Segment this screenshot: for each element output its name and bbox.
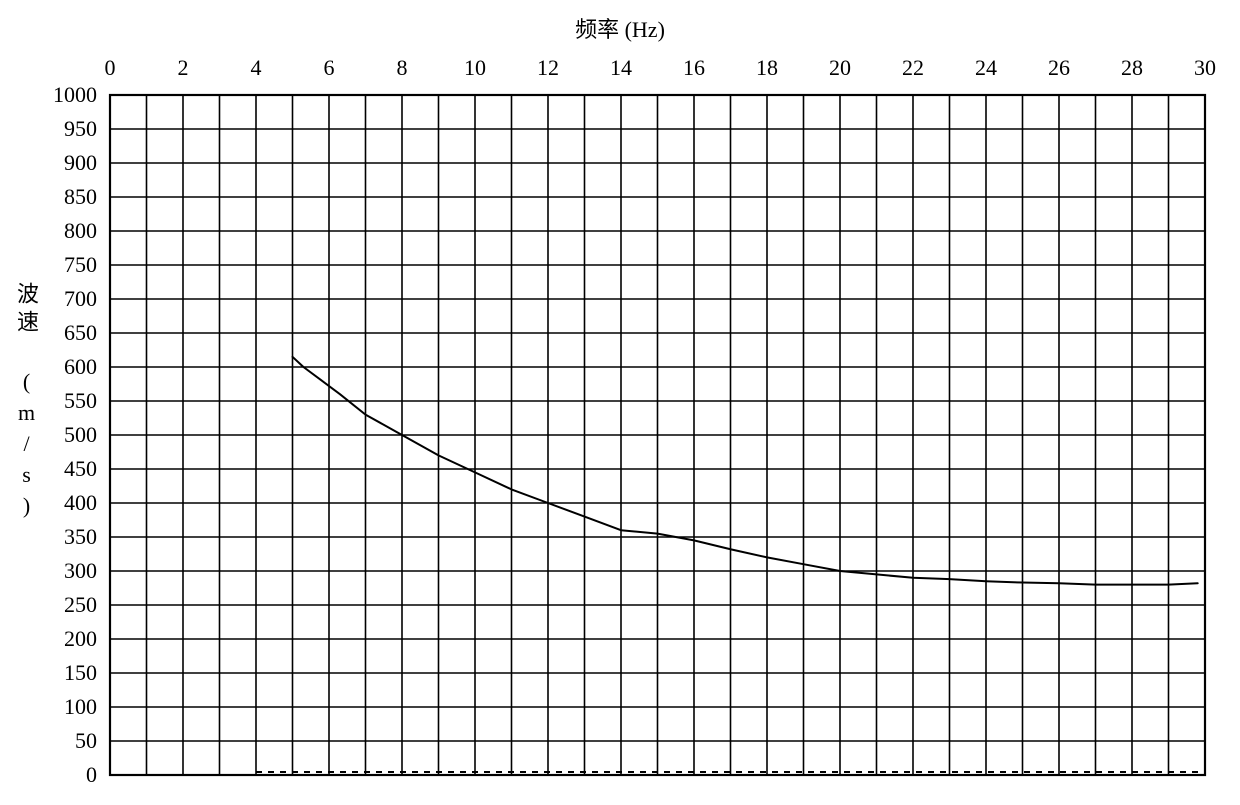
x-tick-label: 16 <box>683 55 705 81</box>
x-tick-label: 28 <box>1121 55 1143 81</box>
y-tick-label: 450 <box>64 456 97 482</box>
y-tick-label: 800 <box>64 218 97 244</box>
x-tick-label: 8 <box>397 55 408 81</box>
y-tick-label: 750 <box>64 252 97 278</box>
x-tick-label: 6 <box>324 55 335 81</box>
x-tick-label: 18 <box>756 55 778 81</box>
y-tick-label: 850 <box>64 184 97 210</box>
y-tick-label: 100 <box>64 694 97 720</box>
plot-area <box>110 95 1205 775</box>
y-tick-labels: 0501001502002503003504004505005506006507… <box>0 95 105 775</box>
y-tick-label: 150 <box>64 660 97 686</box>
x-tick-label: 4 <box>251 55 262 81</box>
x-tick-label: 30 <box>1194 55 1216 81</box>
x-tick-label: 2 <box>178 55 189 81</box>
y-tick-label: 550 <box>64 388 97 414</box>
y-tick-label: 300 <box>64 558 97 584</box>
y-tick-label: 400 <box>64 490 97 516</box>
y-tick-label: 900 <box>64 150 97 176</box>
y-tick-label: 250 <box>64 592 97 618</box>
y-tick-label: 950 <box>64 116 97 142</box>
y-tick-label: 600 <box>64 354 97 380</box>
x-axis-title: 频率 (Hz) <box>0 12 1240 44</box>
y-tick-label: 650 <box>64 320 97 346</box>
y-tick-label: 700 <box>64 286 97 312</box>
y-tick-label: 0 <box>86 762 97 788</box>
dispersion-curve-chart: 频率 (Hz) 波速 (m/s) 02468101214161820222426… <box>0 0 1240 805</box>
x-tick-label: 12 <box>537 55 559 81</box>
x-tick-label: 10 <box>464 55 486 81</box>
x-tick-label: 26 <box>1048 55 1070 81</box>
x-tick-label: 0 <box>105 55 116 81</box>
plot-svg <box>110 95 1205 775</box>
x-tick-label: 14 <box>610 55 632 81</box>
x-tick-labels: 024681012141618202224262830 <box>110 55 1205 85</box>
x-tick-label: 22 <box>902 55 924 81</box>
y-tick-label: 500 <box>64 422 97 448</box>
y-tick-label: 200 <box>64 626 97 652</box>
y-tick-label: 350 <box>64 524 97 550</box>
y-tick-label: 50 <box>75 728 97 754</box>
x-tick-label: 24 <box>975 55 997 81</box>
y-tick-label: 1000 <box>53 82 97 108</box>
x-tick-label: 20 <box>829 55 851 81</box>
